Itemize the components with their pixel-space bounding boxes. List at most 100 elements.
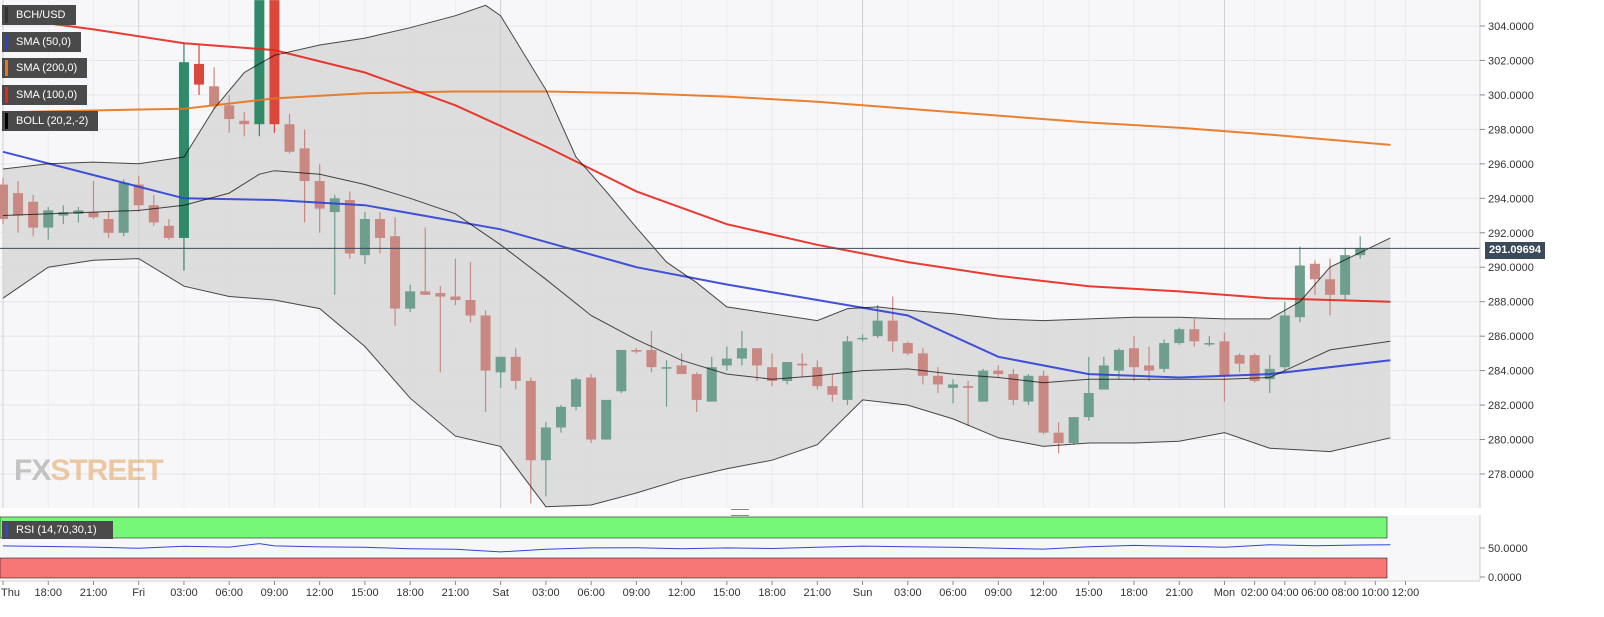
candle-body-63 — [948, 384, 959, 388]
time-tick-label-12: 03:00 — [532, 587, 560, 599]
time-tick-label-21: 06:00 — [939, 587, 967, 599]
legend-rsi[interactable]: RSI (14,70,30,1) — [2, 521, 113, 539]
candle-body-89 — [1340, 255, 1351, 295]
candle-88 — [1325, 258, 1336, 316]
candle-body-90 — [1355, 248, 1366, 256]
candle-body-7 — [103, 218, 114, 233]
legend-sma-50[interactable]: SMA (50,0) — [2, 32, 82, 52]
candle-21 — [314, 163, 325, 233]
rsi-label: RSI (14,70,30,1) — [16, 524, 97, 536]
candle-90 — [1355, 236, 1366, 259]
candle-65 — [978, 368, 989, 402]
candle-body-4 — [58, 212, 69, 216]
candle-43 — [646, 330, 657, 373]
candle-46 — [691, 372, 702, 412]
time-tick-label-1: 18:00 — [34, 587, 62, 599]
candle-31 — [465, 262, 476, 323]
candle-body-59 — [887, 320, 898, 342]
time-tick-label-7: 12:00 — [306, 587, 334, 599]
time-tick-label-22: 09:00 — [985, 587, 1013, 599]
time-tick-label-30: 06:00 — [1301, 587, 1329, 599]
candle-body-74 — [1113, 349, 1124, 371]
series-line-4 — [2, 170, 1391, 384]
price-tick-label-9: 286.0000 — [1488, 331, 1534, 343]
candle-body-9 — [133, 184, 144, 206]
candle-7 — [103, 212, 114, 238]
panel-resize-handle[interactable] — [731, 509, 749, 516]
candle-body-76 — [1144, 365, 1155, 371]
time-tick-label-29: 04:00 — [1271, 587, 1299, 599]
rsi-line — [2, 543, 1391, 553]
candle-body-40 — [601, 399, 612, 440]
time-axis[interactable]: Thu 18:00 21:00 Fri 03:00 06:00 09:00 12:00 15:0… — [0, 580, 1480, 599]
time-tick-label-14: 09:00 — [623, 587, 651, 599]
candle-73 — [1098, 356, 1109, 390]
price-tick-label-8: 288.0000 — [1488, 297, 1534, 309]
candle-15 — [224, 94, 235, 133]
candle-body-78 — [1174, 329, 1185, 344]
candle-body-32 — [480, 315, 491, 371]
candle-body-1 — [13, 193, 24, 216]
candle-25 — [375, 212, 385, 254]
candle-42 — [631, 348, 642, 354]
price-axis[interactable]: 304.0000 302.0000 300.0000 298.0000 296.0000… — [1479, 0, 1534, 508]
candle-body-22 — [329, 198, 340, 213]
candle-63 — [948, 379, 959, 404]
time-tick-label-23: 12:00 — [1030, 587, 1058, 599]
candle-body-11 — [163, 225, 174, 238]
time-tick-label-13: 06:00 — [577, 587, 605, 599]
candle-body-13 — [194, 63, 205, 85]
price-tick-label-11: 282.0000 — [1488, 400, 1534, 412]
symbol-label[interactable]: BCH/USD — [2, 5, 76, 25]
candle-body-14 — [209, 86, 220, 106]
time-tick-label-18: 21:00 — [804, 587, 832, 599]
candle-body-81 — [1219, 341, 1230, 376]
legend-boll[interactable]: BOLL (20,2,-2) — [2, 111, 99, 131]
candle-body-12 — [178, 62, 189, 238]
time-tick-label-16: 15:00 — [713, 587, 741, 599]
candle-body-80 — [1204, 343, 1215, 345]
time-tick-label-17: 18:00 — [758, 587, 786, 599]
candle-body-77 — [1159, 343, 1170, 369]
candlestick-series — [0, 0, 1366, 504]
candle-24 — [359, 212, 370, 264]
legend-sma-100[interactable]: SMA (100,0) — [2, 85, 88, 105]
sma-100-label: SMA (100,0) — [16, 89, 78, 101]
candle-5 — [73, 206, 84, 223]
candle-89 — [1340, 248, 1351, 300]
time-tick-label-27: Mon — [1214, 587, 1235, 599]
candle-body-58 — [872, 320, 883, 337]
candle-11 — [163, 218, 174, 240]
rsi-panel: 50.0000 0.0000 — [0, 515, 1528, 584]
series-line-0 — [2, 150, 1391, 379]
candle-22 — [329, 194, 340, 295]
candle-body-85 — [1279, 315, 1290, 368]
candle-body-73 — [1098, 365, 1109, 390]
time-tick-label-6: 09:00 — [261, 587, 289, 599]
candle-76 — [1144, 346, 1155, 381]
candle-body-53 — [797, 363, 808, 366]
candle-9 — [133, 175, 144, 213]
candle-66 — [993, 365, 1004, 378]
rsi-tick-label-0: 50.0000 — [1488, 543, 1528, 555]
time-tick-label-5: 06:00 — [215, 587, 243, 599]
candle-body-72 — [1083, 393, 1094, 418]
candle-47 — [706, 356, 717, 402]
time-tick-label-20: 03:00 — [894, 587, 922, 599]
legend-sma-200[interactable]: SMA (200,0) — [2, 58, 88, 78]
candle-28 — [420, 227, 431, 295]
sma-200-label: SMA (200,0) — [16, 62, 78, 74]
candle-body-0 — [0, 184, 8, 219]
time-tick-label-4: 03:00 — [170, 587, 198, 599]
candle-0 — [0, 177, 8, 225]
candle-body-67 — [1008, 374, 1019, 400]
rsi-swatch — [5, 523, 8, 537]
candle-18 — [269, 0, 280, 133]
time-tick-label-8: 15:00 — [351, 587, 379, 599]
candle-3 — [43, 206, 54, 240]
candle-87 — [1309, 260, 1320, 295]
price-tick-label-0: 304.0000 — [1488, 21, 1534, 33]
candle-body-29 — [435, 293, 446, 297]
candle-64 — [963, 380, 974, 426]
